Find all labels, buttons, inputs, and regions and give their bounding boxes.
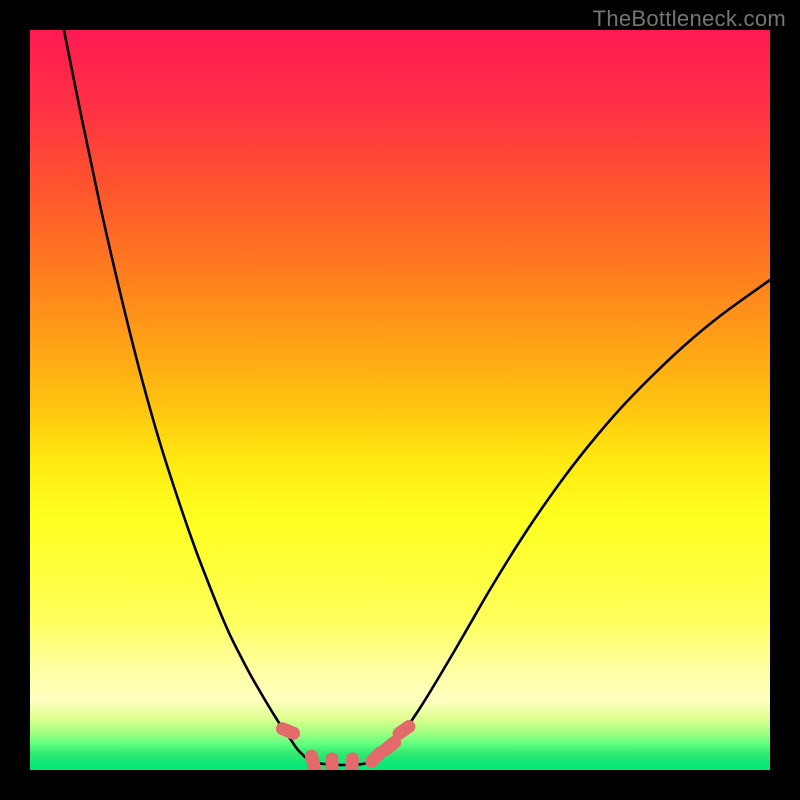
watermark-text: TheBottleneck.com bbox=[593, 6, 786, 32]
curve-marker bbox=[326, 753, 338, 770]
chart-background bbox=[30, 30, 770, 770]
chart-svg bbox=[30, 30, 770, 770]
plot-area bbox=[30, 30, 770, 770]
